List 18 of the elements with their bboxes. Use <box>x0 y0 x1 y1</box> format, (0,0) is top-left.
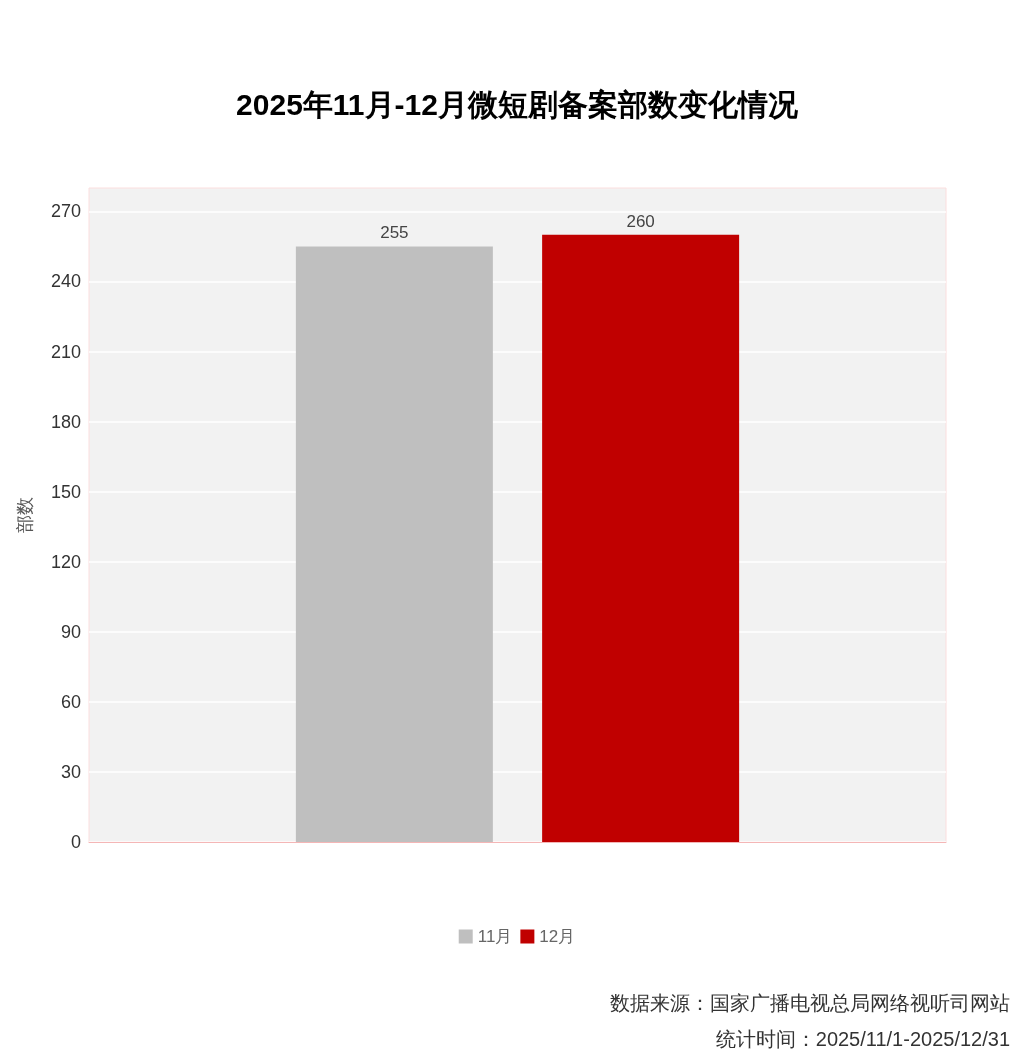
y-tick-label: 120 <box>50 551 81 572</box>
chart-title: 2025年11月-12月微短剧备案部数变化情况 <box>236 87 799 121</box>
y-tick-label: 240 <box>50 271 81 292</box>
y-tick-label: 150 <box>50 481 81 502</box>
legend-label: 12月 <box>539 927 576 946</box>
y-tick-label: 180 <box>50 411 81 432</box>
y-tick-label: 0 <box>70 832 81 852</box>
data-label: 260 <box>626 211 655 231</box>
source-note: 数据来源：国家广播电视总局网络视听司网站 <box>610 992 1010 1014</box>
data-label: 255 <box>380 223 409 243</box>
y-tick-label: 30 <box>60 761 81 782</box>
legend-label: 11月 <box>477 927 513 946</box>
y-axis-title: 部数 <box>15 497 35 533</box>
y-tick-label: 60 <box>60 691 81 712</box>
text: 统计时间：2025/11/1-2025/12/31 <box>715 1028 1010 1050</box>
y-tick-label: 270 <box>50 201 81 222</box>
y-tick-label: 210 <box>50 341 81 362</box>
y-tick-label: 90 <box>60 621 81 642</box>
